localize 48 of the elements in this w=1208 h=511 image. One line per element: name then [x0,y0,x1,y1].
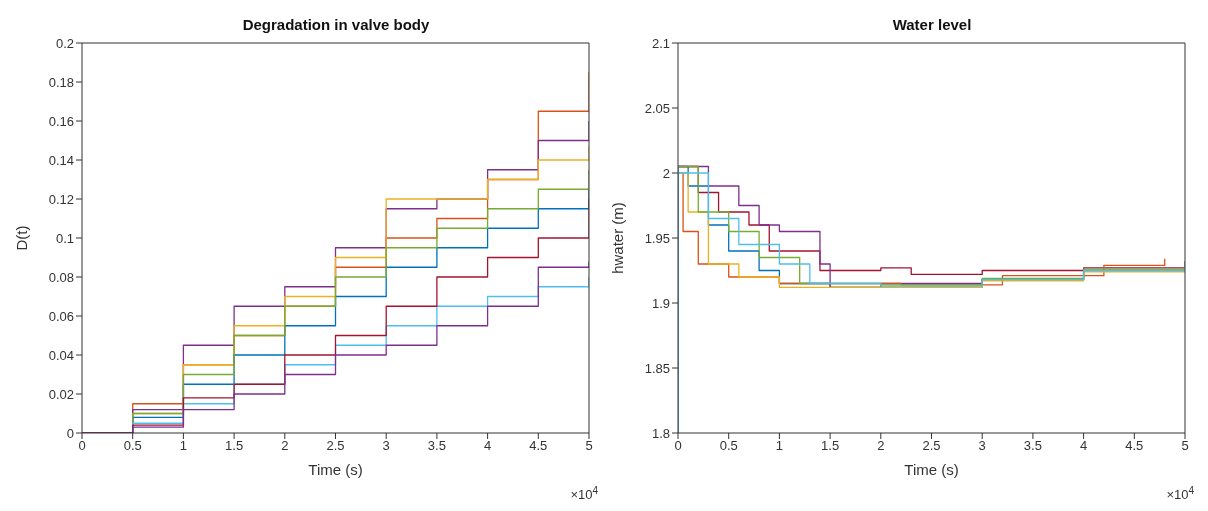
x-tick-label: 3 [382,438,390,454]
x-tick-label: 3.5 [427,438,446,454]
y-tick-label: 0.12 [48,191,74,207]
y-tick-label: 0.02 [48,386,74,402]
y-tick-label: 0.06 [48,308,74,324]
x-tick-label: 0 [78,438,86,454]
y-tick-label: 1.9 [651,295,670,311]
y-tick-label: 0 [66,425,74,441]
y-tick-label: 0.08 [48,269,74,285]
x-tick-label: 2.5 [922,438,941,454]
x-tick-label: 2.5 [326,438,345,454]
y-tick-label: 0.04 [48,347,74,363]
x-tick-label: 2 [281,438,289,454]
text: ×10$^{4}$ [570,484,599,502]
y-tick-label: 1.95 [644,230,670,246]
y-axis-title: hwater (m) [609,202,627,274]
x-tick-label: 1.5 [225,438,244,454]
x-tick-label: 3.5 [1023,438,1042,454]
y-tick-label: 2.1 [651,35,670,51]
x-tick-label: 3 [978,438,986,454]
y-tick-label: 1.8 [651,425,670,441]
x-axis-title: Time (s) [904,461,959,478]
x-tick-label: 4 [483,438,492,454]
y-tick-label: 0.1 [55,230,74,246]
x-tick-label: 0.5 [123,438,142,454]
x-tick-label: 5 [585,438,593,454]
x-tick-label: 4.5 [1125,438,1144,454]
x-tick-label: 2 [877,438,885,454]
x-tick-label: 0.5 [719,438,738,454]
y-tick-label: 1.85 [644,360,670,376]
x-tick-label: 5 [1181,438,1189,454]
x-tick-label: 0 [674,438,682,454]
y-tick-label: 2.05 [644,100,670,116]
chart-title: Degradation in valve body [241,16,431,33]
x-axis-title: Time (s) [308,461,363,478]
x-tick-label: 1 [775,438,784,454]
text: ×10$^{4}$ [1166,484,1195,502]
y-tick-label: 0.18 [48,74,74,90]
x-tick-label: 1 [179,438,188,454]
y-tick-label: 0.16 [48,113,74,129]
x-tick-label: 1.5 [821,438,840,454]
y-tick-label: 0.2 [55,35,74,51]
x-tick-label: 4 [1079,438,1088,454]
x-tick-label: 4.5 [529,438,548,454]
chart-title: Water level [891,16,973,33]
y-axis-title: D(t) [13,225,31,251]
y-tick-label: 2 [662,165,670,181]
y-tick-label: 0.14 [48,152,74,168]
